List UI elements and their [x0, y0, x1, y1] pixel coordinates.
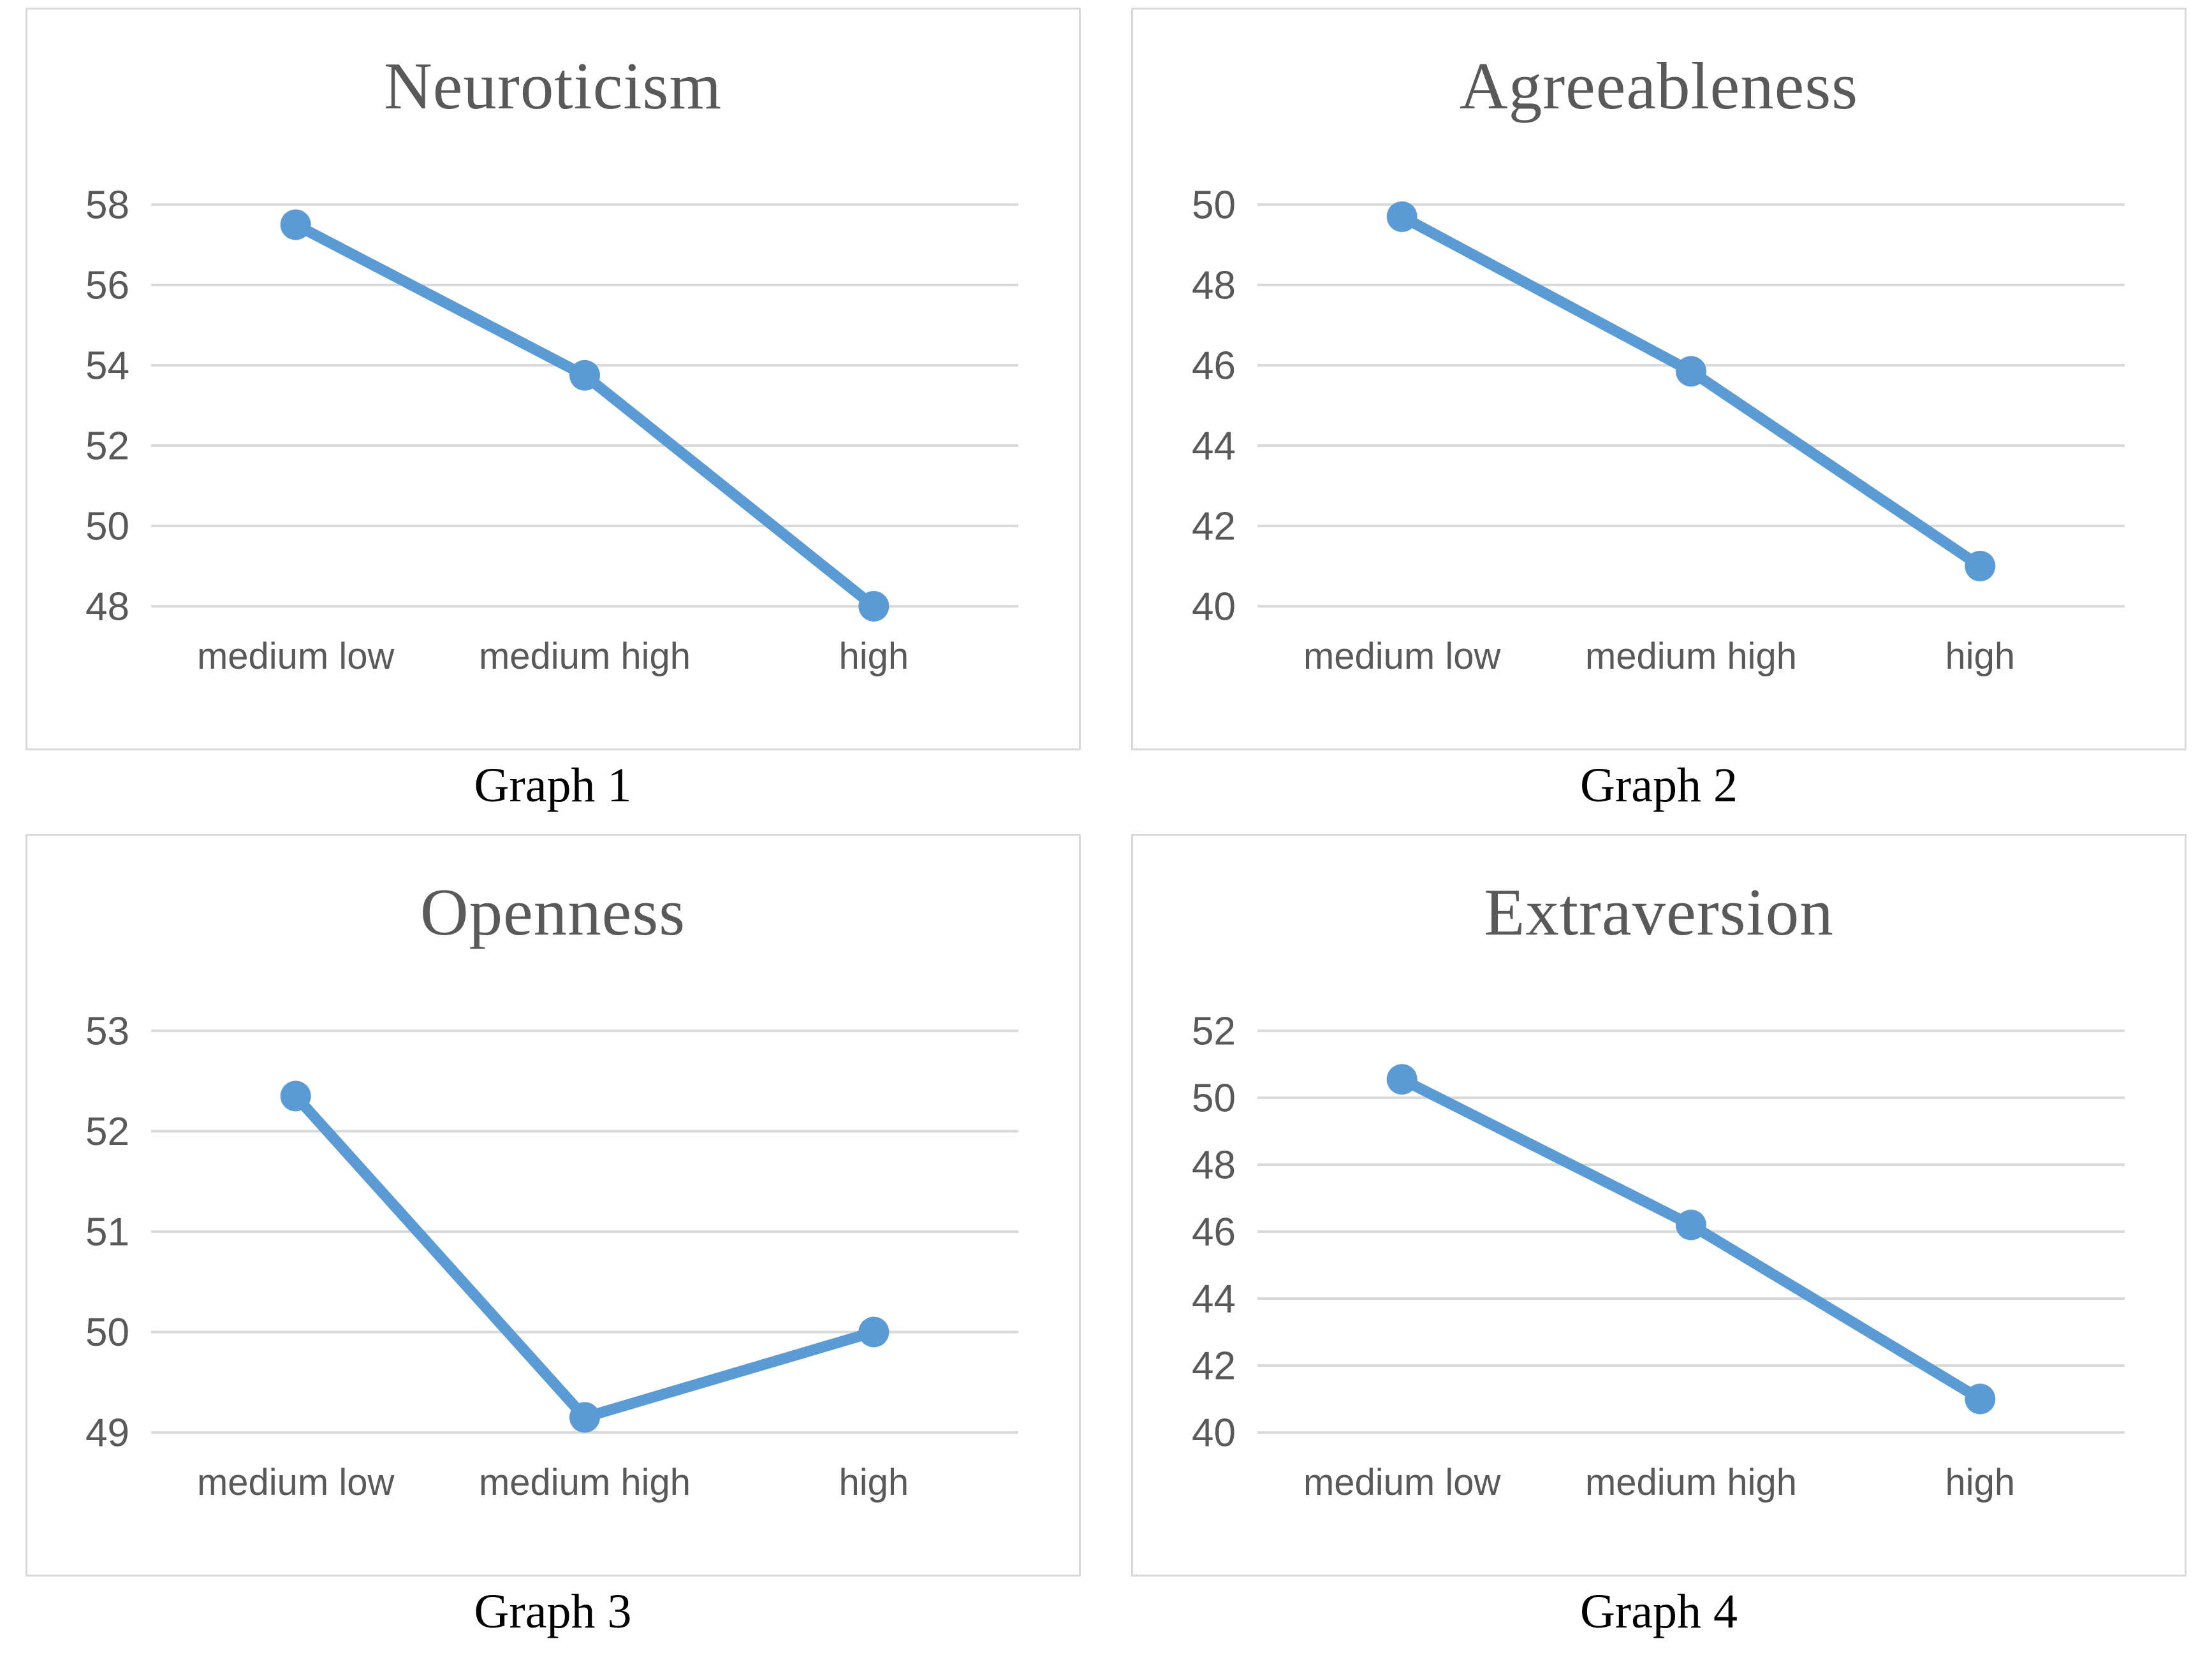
- chart-box-agreeableness: Agreeableness 40 42 44 46 48 50 medium low medi…: [1131, 8, 2186, 750]
- line-chart-openness: 49 50 51 52 53 medium low medium high high: [85, 1009, 1018, 1503]
- line-chart-agreeableness: 40 42 44 46 48 50 medium low medium high high: [1192, 183, 2125, 677]
- chart-box-extraversion: Extraversion 40 42 44 46 48 50 52 medium low med…: [1131, 834, 2186, 1577]
- chart-title: Openness: [420, 875, 686, 949]
- chart-caption: Graph 2: [1580, 759, 1738, 812]
- x-category-label: medium high: [1585, 1462, 1796, 1503]
- data-line: [1396, 210, 1986, 571]
- y-tick-label: 52: [1192, 1009, 1236, 1053]
- figure-neuroticism: Neuroticism 48 50 52 54 56 58 medium low medium…: [0, 0, 1106, 826]
- line-chart-extraversion: 40 42 44 46 48 50 52 medium low medium high high: [1192, 1009, 2125, 1503]
- chart-caption: Graph 3: [474, 1585, 632, 1638]
- y-tick-label: 46: [1192, 1210, 1236, 1254]
- chart-title: Neuroticism: [383, 48, 722, 123]
- figure-extraversion: Extraversion 40 42 44 46 48 50 52 medium low med…: [1106, 826, 2212, 1653]
- chart-caption: Graph 1: [474, 759, 632, 812]
- y-tick-label: 56: [85, 263, 129, 307]
- y-tick-label: 40: [1192, 585, 1236, 629]
- y-tick-label: 52: [85, 424, 129, 468]
- chart-title: Agreeableness: [1459, 48, 1859, 123]
- data-line: [290, 219, 879, 611]
- x-category-label: high: [1945, 636, 2015, 677]
- data-point-marker: [1675, 1209, 1706, 1240]
- chart-title: Extraversion: [1484, 875, 1834, 949]
- y-tick-label: 48: [1192, 263, 1236, 307]
- x-category-label: high: [839, 636, 909, 677]
- y-tick-label: 40: [1192, 1411, 1236, 1455]
- y-tick-label: 42: [1192, 1344, 1236, 1388]
- data-point-marker: [1675, 355, 1706, 386]
- chart-box-openness: Openness 49 50 51 52 53 medium low medium high…: [25, 834, 1081, 1577]
- data-point-marker: [280, 209, 311, 240]
- data-point-marker: [280, 1080, 311, 1111]
- x-category-label: medium high: [1585, 636, 1796, 677]
- y-tick-label: 44: [1192, 424, 1236, 468]
- y-tick-label: 49: [85, 1411, 129, 1455]
- data-point-marker: [1386, 201, 1417, 232]
- data-point-marker: [1386, 1063, 1417, 1095]
- y-tick-label: 44: [1192, 1277, 1236, 1321]
- data-point-marker: [858, 1316, 890, 1347]
- y-tick-label: 54: [85, 344, 129, 388]
- figure-agreeableness: Agreeableness 40 42 44 46 48 50 medium low medi…: [1106, 0, 2212, 826]
- x-category-label: medium high: [479, 636, 691, 677]
- y-tick-label: 50: [1192, 1076, 1236, 1120]
- data-point-marker: [569, 360, 600, 391]
- line-chart-neuroticism: 48 50 52 54 56 58 medium low medium high high: [85, 183, 1018, 677]
- x-category-label: medium low: [1303, 1462, 1501, 1503]
- data-point-marker: [569, 1401, 600, 1432]
- y-tick-label: 53: [85, 1009, 129, 1053]
- y-tick-label: 46: [1192, 344, 1236, 388]
- x-category-label: high: [839, 1462, 909, 1503]
- data-point-marker: [1964, 550, 1995, 581]
- data-point-marker: [1964, 1383, 1995, 1414]
- y-tick-label: 48: [85, 585, 129, 629]
- data-line: [290, 1090, 879, 1423]
- y-tick-label: 42: [1192, 504, 1236, 548]
- y-tick-label: 51: [85, 1210, 129, 1254]
- x-category-label: medium low: [197, 1462, 395, 1503]
- x-category-label: medium high: [479, 1462, 691, 1503]
- x-category-label: medium low: [1303, 636, 1501, 677]
- y-tick-label: 50: [1192, 183, 1236, 227]
- x-category-label: medium low: [197, 636, 395, 677]
- x-category-label: high: [1945, 1462, 2015, 1503]
- y-tick-label: 50: [85, 504, 129, 548]
- figure-openness: Openness 49 50 51 52 53 medium low medium high…: [0, 826, 1106, 1653]
- y-tick-label: 50: [85, 1311, 129, 1355]
- y-tick-label: 48: [1192, 1143, 1236, 1187]
- chart-caption: Graph 4: [1580, 1585, 1738, 1638]
- chart-box-neuroticism: Neuroticism 48 50 52 54 56 58 medium low medium…: [25, 8, 1081, 750]
- y-tick-label: 58: [85, 183, 129, 227]
- y-tick-label: 52: [85, 1110, 129, 1154]
- data-point-marker: [858, 590, 890, 622]
